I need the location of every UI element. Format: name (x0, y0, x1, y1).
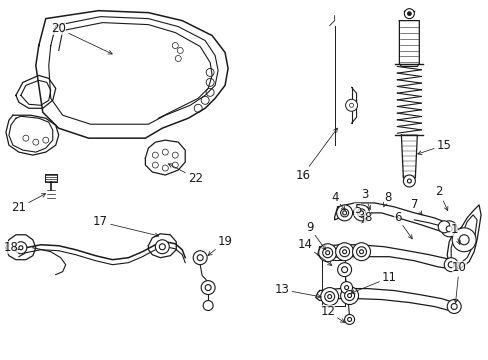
Circle shape (359, 250, 363, 254)
Circle shape (451, 228, 475, 252)
Text: 5: 5 (353, 203, 365, 219)
Circle shape (339, 247, 349, 257)
Circle shape (458, 235, 468, 245)
Circle shape (340, 282, 352, 293)
Circle shape (352, 243, 370, 261)
Circle shape (359, 211, 363, 215)
Circle shape (322, 248, 332, 258)
Text: 16: 16 (295, 128, 337, 181)
Polygon shape (399, 21, 419, 67)
Circle shape (446, 226, 451, 232)
Circle shape (356, 247, 366, 257)
Polygon shape (447, 205, 480, 270)
Circle shape (203, 301, 213, 310)
Circle shape (324, 292, 334, 302)
Polygon shape (401, 135, 416, 178)
Text: 22: 22 (168, 164, 203, 185)
Circle shape (320, 288, 338, 306)
Circle shape (15, 242, 27, 254)
Circle shape (342, 250, 346, 254)
Polygon shape (6, 115, 59, 155)
Circle shape (347, 293, 351, 298)
Circle shape (447, 262, 453, 268)
Circle shape (403, 175, 414, 187)
Polygon shape (317, 245, 453, 269)
Circle shape (197, 255, 203, 261)
Circle shape (357, 209, 365, 217)
Circle shape (404, 9, 413, 19)
Circle shape (344, 315, 354, 324)
Polygon shape (36, 11, 227, 138)
Text: 6: 6 (393, 211, 411, 239)
Circle shape (19, 246, 23, 250)
Text: 12: 12 (320, 305, 344, 323)
Text: 10: 10 (451, 261, 466, 303)
Circle shape (437, 221, 449, 233)
Text: 1: 1 (449, 223, 459, 244)
Circle shape (353, 205, 369, 221)
Text: 8: 8 (383, 192, 390, 207)
Circle shape (344, 285, 348, 289)
Polygon shape (145, 140, 185, 175)
Circle shape (201, 280, 215, 294)
Circle shape (340, 209, 348, 217)
Circle shape (447, 300, 460, 314)
Circle shape (407, 179, 410, 183)
Text: 18: 18 (3, 241, 19, 254)
Text: 11: 11 (350, 271, 396, 293)
Circle shape (407, 12, 410, 15)
Circle shape (347, 318, 351, 321)
Circle shape (344, 291, 354, 301)
Text: 9: 9 (305, 221, 325, 250)
Text: 8: 8 (361, 211, 370, 224)
Circle shape (450, 303, 456, 310)
Polygon shape (334, 203, 450, 233)
Text: 20: 20 (51, 22, 112, 54)
Text: 2: 2 (435, 185, 447, 211)
Circle shape (342, 211, 346, 215)
Circle shape (325, 251, 329, 255)
Circle shape (327, 294, 331, 298)
Polygon shape (148, 234, 176, 258)
Circle shape (440, 221, 456, 237)
Text: 14: 14 (297, 238, 331, 265)
Text: 19: 19 (207, 235, 232, 256)
Circle shape (336, 205, 352, 221)
Text: 4: 4 (330, 192, 345, 210)
Circle shape (340, 287, 358, 305)
Polygon shape (6, 235, 36, 260)
Circle shape (443, 258, 457, 272)
Circle shape (155, 240, 169, 254)
Circle shape (341, 267, 347, 273)
Polygon shape (16, 75, 56, 108)
Text: 3: 3 (360, 188, 370, 210)
Polygon shape (315, 289, 456, 310)
Circle shape (337, 263, 351, 276)
Circle shape (205, 285, 211, 291)
Text: 7: 7 (410, 198, 421, 215)
Text: 15: 15 (417, 139, 451, 154)
Circle shape (193, 251, 207, 265)
Circle shape (345, 99, 357, 111)
Text: 17: 17 (93, 215, 159, 237)
Circle shape (318, 244, 336, 262)
Circle shape (159, 244, 165, 250)
Text: 21: 21 (11, 194, 45, 215)
Circle shape (335, 243, 353, 261)
Text: 13: 13 (274, 283, 321, 298)
